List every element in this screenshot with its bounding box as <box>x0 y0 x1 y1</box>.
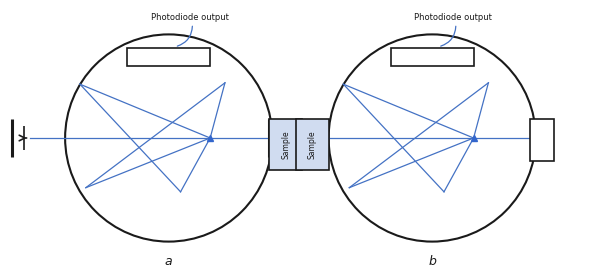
Bar <box>296 119 329 170</box>
Text: Sample: Sample <box>281 130 290 158</box>
Bar <box>530 119 554 161</box>
Text: Photodiode output: Photodiode output <box>414 13 492 22</box>
Text: Photodiode output: Photodiode output <box>150 13 229 22</box>
Bar <box>269 119 302 170</box>
Bar <box>391 48 474 66</box>
Text: a: a <box>165 255 172 268</box>
Text: Sample: Sample <box>308 130 317 158</box>
Bar <box>127 48 210 66</box>
Text: b: b <box>428 255 436 268</box>
